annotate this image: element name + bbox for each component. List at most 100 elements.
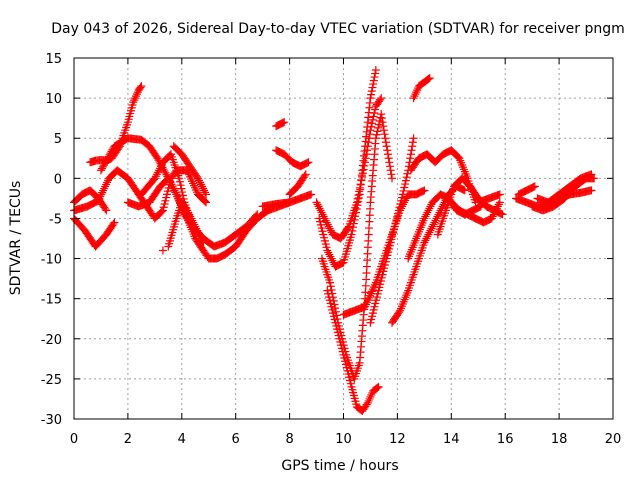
data-point: [437, 204, 446, 213]
data-point: [157, 207, 166, 216]
chart-title: Day 043 of 2026, Sidereal Day-to-day VTE…: [51, 21, 625, 37]
data-point: [428, 222, 437, 231]
data-point: [489, 210, 498, 219]
y-tick-label: -30: [41, 413, 62, 428]
data-point: [194, 228, 203, 237]
data-point: [425, 204, 434, 213]
x-tick-label: 12: [389, 432, 406, 447]
data-point: [421, 236, 430, 245]
data-point: [307, 190, 316, 199]
data-point: [322, 218, 331, 227]
data-point: [420, 214, 429, 223]
data-point: [351, 208, 360, 217]
data-point: [402, 173, 411, 182]
data-point: [365, 394, 374, 403]
data-point: [193, 226, 202, 235]
data-point: [103, 178, 112, 187]
data-point: [386, 166, 395, 175]
data-point: [382, 142, 391, 151]
data-point: [184, 208, 193, 217]
data-point: [170, 186, 179, 195]
data-point: [193, 174, 202, 183]
data-point: [420, 238, 429, 247]
data-point: [327, 285, 336, 294]
data-point: [186, 212, 195, 221]
data-point: [189, 218, 198, 227]
x-axis: 0 2 4 6 8 10 12 14 16 18 20: [70, 58, 621, 447]
data-point: [153, 168, 162, 177]
data-point: [426, 202, 435, 211]
data-point: [158, 246, 167, 255]
data-point: [324, 222, 333, 231]
data-point: [202, 190, 211, 199]
data-point: [369, 112, 378, 121]
data-point: [177, 184, 186, 193]
data-point: [351, 212, 360, 221]
data-point: [349, 223, 358, 232]
data-point: [98, 188, 107, 197]
data-point: [104, 152, 113, 161]
data-point: [103, 154, 112, 163]
data-point: [102, 206, 111, 215]
data-point: [420, 186, 429, 195]
data-point: [190, 220, 199, 229]
data-point: [197, 234, 206, 243]
data-point: [398, 190, 407, 199]
data-point: [371, 66, 380, 75]
data-point: [348, 226, 357, 235]
data-point: [97, 164, 106, 173]
data-point: [172, 190, 181, 199]
data-point: [164, 174, 173, 183]
data-point: [300, 171, 309, 180]
x-tick-label: 0: [70, 432, 78, 447]
data-point: [362, 400, 371, 409]
data-point: [399, 186, 408, 195]
y-tick-label: 10: [45, 92, 62, 107]
data-point: [175, 177, 184, 186]
data-point: [185, 210, 194, 219]
data-point: [196, 232, 205, 241]
data-point: [321, 216, 330, 225]
data-point: [371, 69, 380, 78]
x-tick-label: 6: [232, 432, 240, 447]
data-point: [494, 200, 503, 209]
data-point: [378, 118, 387, 127]
data-point: [100, 159, 109, 168]
data-point: [431, 216, 440, 225]
y-tick-label: -25: [41, 373, 62, 388]
data-point: [152, 170, 161, 179]
data-point: [323, 246, 332, 255]
data-point: [383, 150, 392, 159]
data-point: [101, 182, 110, 191]
data-point: [343, 223, 352, 232]
data-point: [438, 202, 447, 211]
data-point: [384, 154, 393, 163]
data-point: [359, 165, 368, 174]
data-point: [102, 180, 111, 189]
data-point: [424, 74, 433, 83]
data-point: [372, 130, 381, 139]
series-track-26: [447, 198, 504, 227]
data-point: [406, 150, 415, 159]
data-point: [413, 86, 422, 95]
data-point: [407, 146, 416, 155]
data-point: [491, 206, 500, 215]
data-point: [178, 191, 187, 200]
data-point: [110, 218, 119, 227]
data-point: [371, 105, 380, 114]
data-point: [319, 212, 328, 221]
y-tick-label: -15: [41, 293, 62, 308]
data-point: [402, 194, 411, 203]
data-point: [166, 178, 175, 187]
data-point: [176, 181, 185, 190]
data-point: [409, 94, 418, 103]
data-point: [326, 252, 335, 261]
data-point: [199, 238, 208, 247]
data-point: [371, 134, 380, 143]
data-point: [323, 220, 332, 229]
x-tick-label: 18: [551, 432, 568, 447]
data-point: [200, 186, 209, 195]
data-point: [200, 196, 209, 205]
data-point: [379, 122, 388, 131]
